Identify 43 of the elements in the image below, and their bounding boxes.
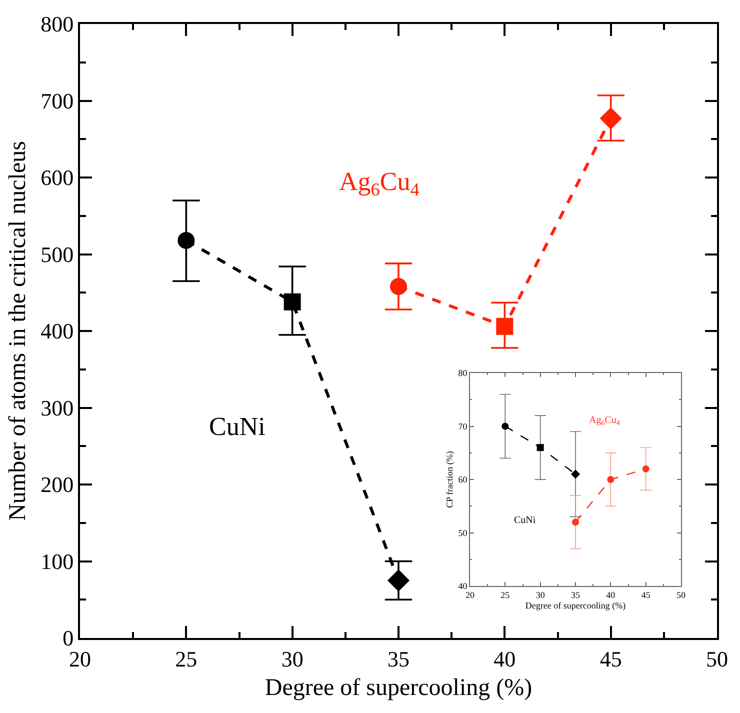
point bbox=[178, 232, 195, 249]
point bbox=[496, 318, 514, 335]
point bbox=[284, 293, 301, 310]
x-axis-title: Degree of supercooling (%) bbox=[525, 600, 626, 611]
y-tick-label: 100 bbox=[40, 548, 74, 574]
y-tick-label: 60 bbox=[458, 474, 468, 485]
point bbox=[572, 518, 579, 526]
point bbox=[607, 476, 614, 483]
y-tick-label: 70 bbox=[458, 421, 468, 432]
y-axis-title: CP fraction (%) bbox=[444, 451, 455, 508]
x-tick-label: 50 bbox=[676, 590, 686, 600]
y-tick-label: 300 bbox=[40, 395, 74, 420]
y-tick-label: 50 bbox=[458, 528, 468, 538]
x-tick-label: 30 bbox=[536, 590, 546, 600]
text: Ag$_{6}$Cu$_{4}$ bbox=[339, 167, 420, 200]
text: CuNi bbox=[514, 515, 536, 526]
x-tick-label: 25 bbox=[175, 646, 198, 672]
y-tick-label: 200 bbox=[40, 472, 74, 498]
x-tick-label: 25 bbox=[500, 590, 510, 600]
y-tick-label: 80 bbox=[458, 368, 468, 378]
y-tick-label: 600 bbox=[40, 165, 74, 190]
y-axis-title: Number of atoms in the critical nucleus bbox=[5, 141, 32, 521]
x-tick-label: 45 bbox=[641, 590, 651, 600]
y-tick-label: 700 bbox=[40, 88, 74, 114]
point bbox=[390, 278, 407, 295]
y-tick-label: 500 bbox=[40, 242, 74, 267]
x-tick-label: 45 bbox=[600, 646, 622, 672]
x-axis-title: Degree of supercooling (%) bbox=[264, 675, 532, 702]
text: CuNi bbox=[209, 412, 266, 441]
point bbox=[642, 465, 650, 472]
y-tick-label: 400 bbox=[40, 318, 74, 344]
x-tick-label: 20 bbox=[466, 590, 475, 600]
point bbox=[536, 444, 544, 452]
y-tick-label: 800 bbox=[40, 12, 74, 37]
x-tick-label: 50 bbox=[706, 646, 728, 672]
x-tick-label: 35 bbox=[571, 590, 580, 600]
x-tick-label: 40 bbox=[606, 590, 616, 600]
x-tick-label: 35 bbox=[388, 646, 410, 672]
x-tick-label: 30 bbox=[281, 646, 304, 672]
x-tick-label: 40 bbox=[494, 646, 516, 672]
point bbox=[502, 422, 509, 430]
y-tick-label: 40 bbox=[458, 581, 468, 592]
text: Ag$_{6}$Cu$_{4}$ bbox=[589, 415, 620, 428]
